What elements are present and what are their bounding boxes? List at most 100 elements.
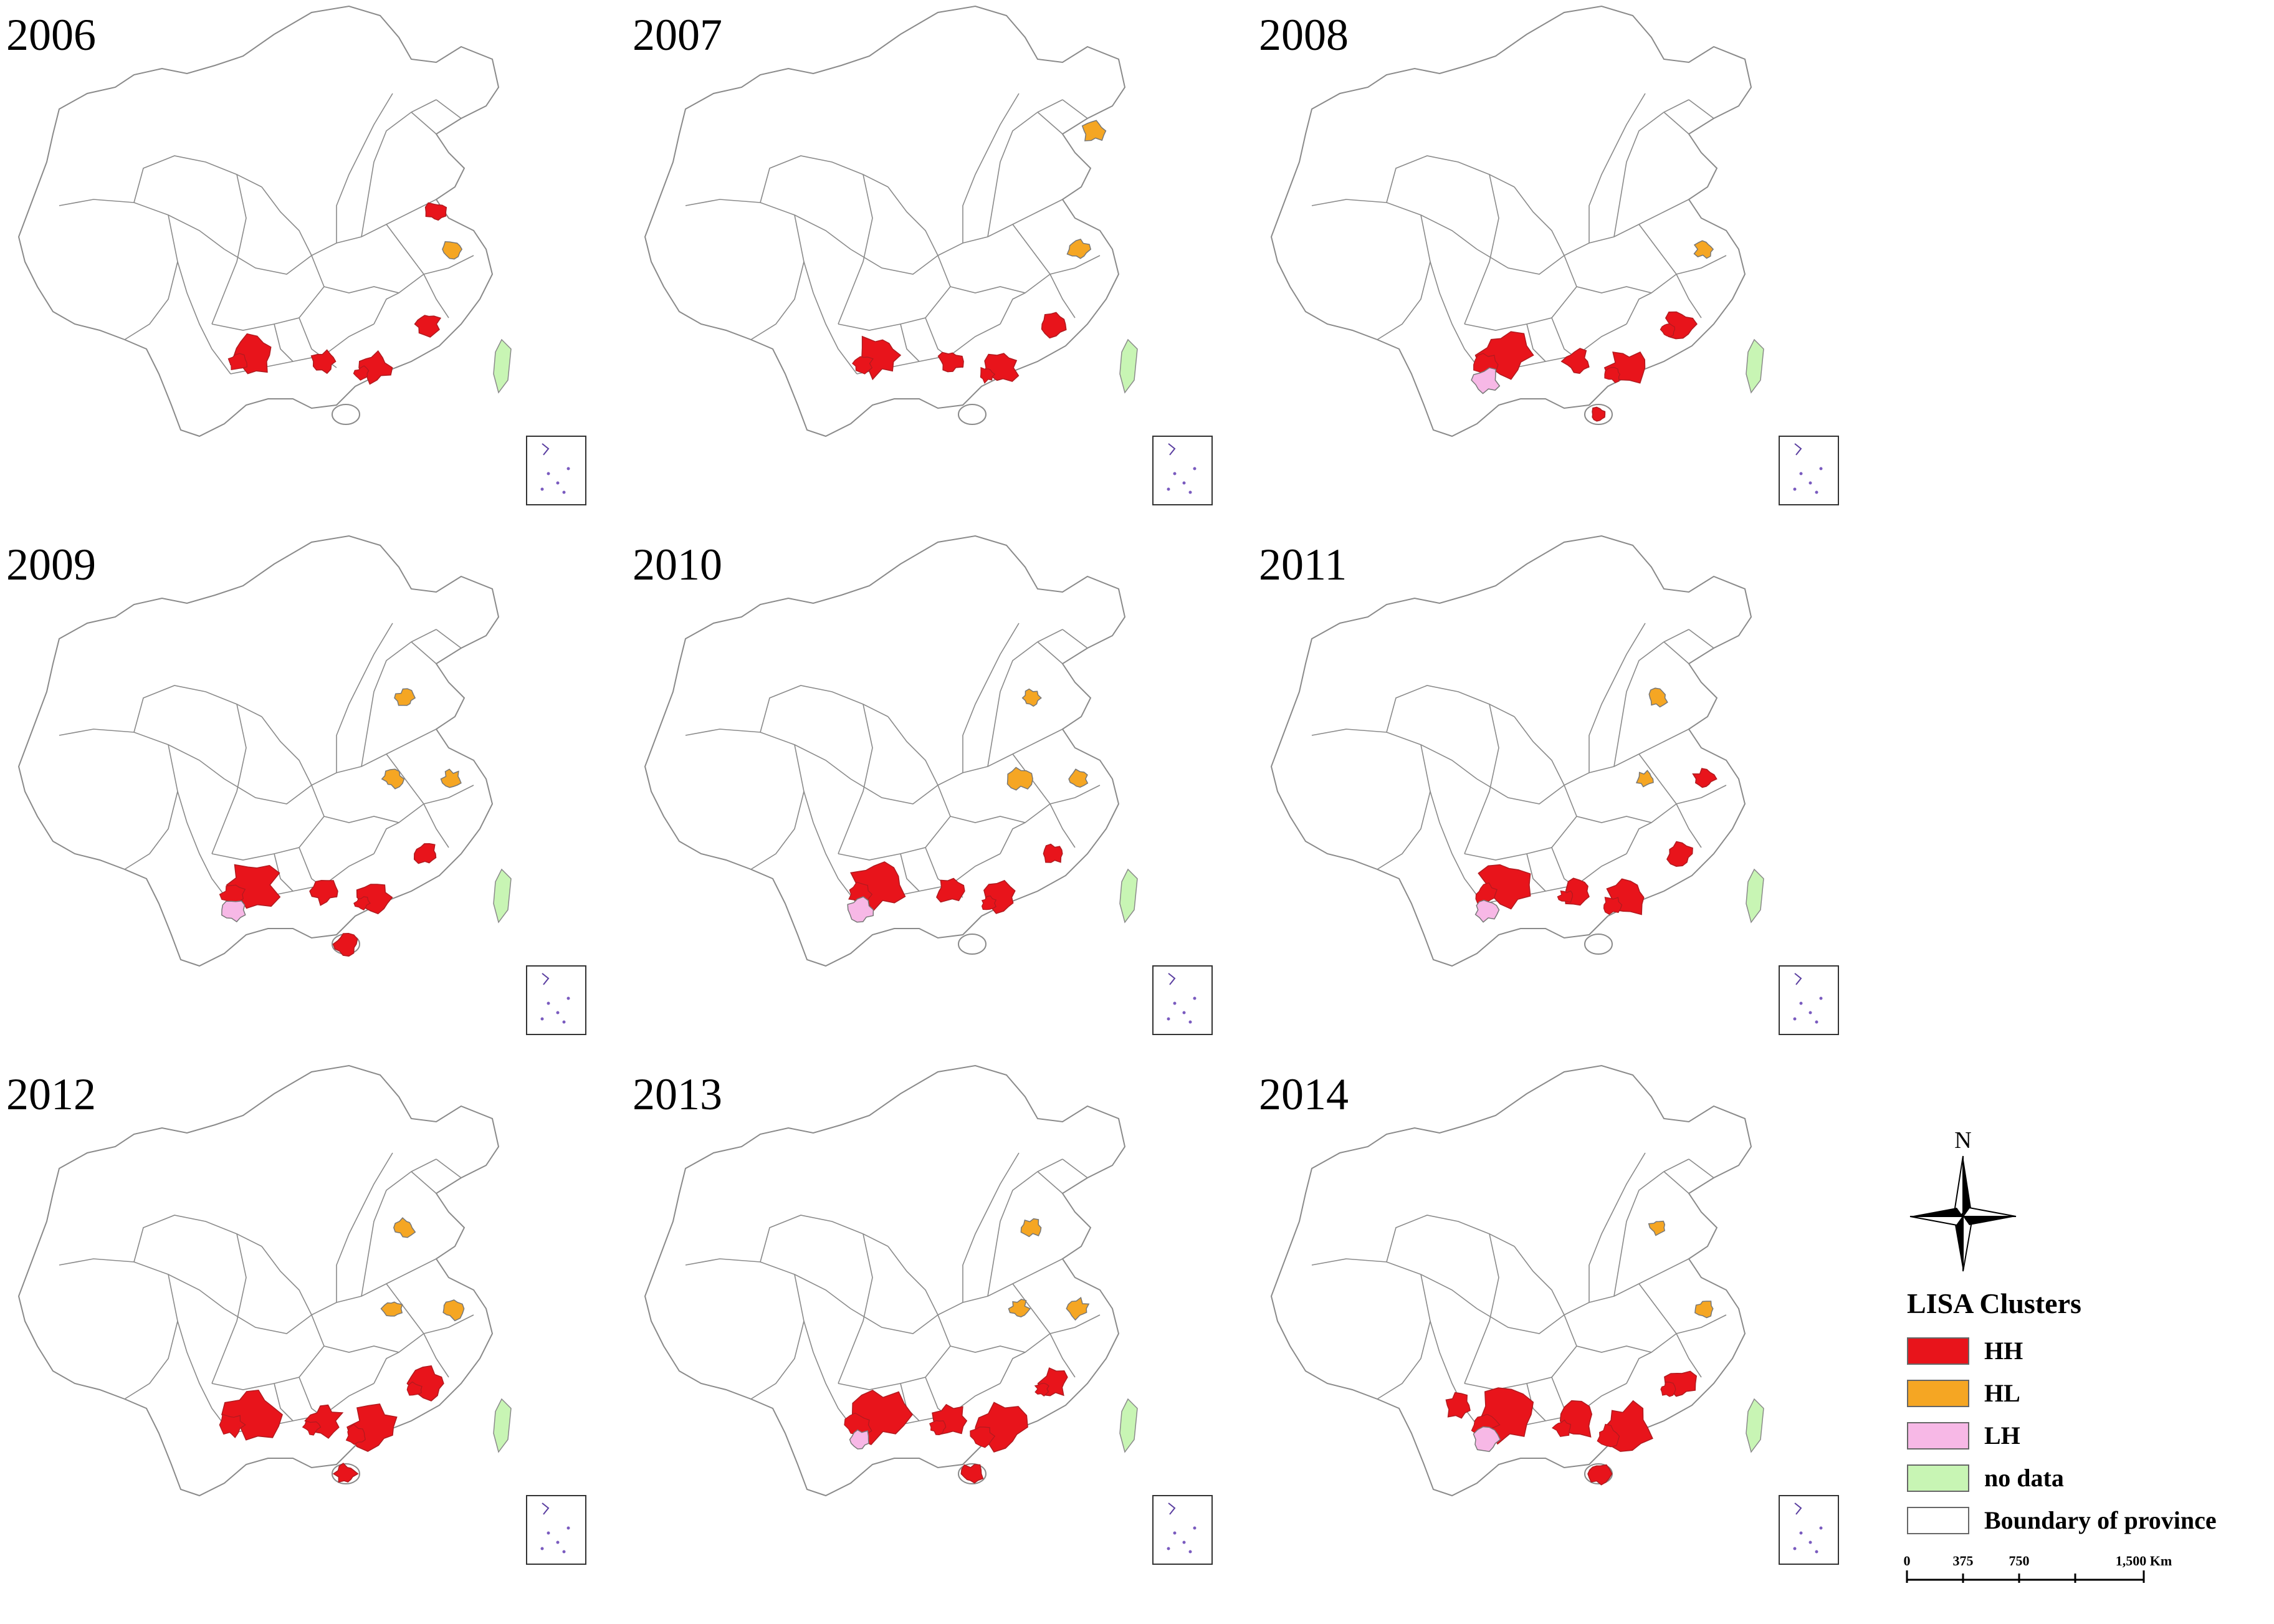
inset-island (1808, 481, 1812, 485)
province-boundary (1663, 112, 1689, 135)
province-boundary (133, 1215, 262, 1263)
inset-island (566, 996, 570, 1000)
province-boundary (361, 99, 437, 237)
cluster-hh-hainan (1592, 406, 1606, 422)
south-china-sea-inset (526, 1495, 586, 1565)
province-boundary (1476, 249, 1565, 275)
province-boundary (1626, 1352, 1652, 1384)
cluster-hl-jiangsu (1068, 768, 1089, 788)
inset-island (562, 1550, 566, 1554)
province-boundary (1588, 93, 1646, 243)
map-legend: N LISA Clusters HH HL LH no data Boundar… (1901, 1122, 2250, 1608)
inset-island (1815, 1020, 1818, 1024)
province-boundary (311, 1258, 437, 1316)
legend-item-hh: HH (1907, 1334, 2243, 1366)
inset-island (1793, 1017, 1797, 1021)
map-panel-2014: 2014 (1253, 1059, 1876, 1583)
cluster-hl-jiangsu (1694, 1301, 1714, 1319)
china-map (644, 1064, 1213, 1565)
province-boundary (211, 1233, 247, 1384)
province-boundary (1676, 1333, 1702, 1378)
inset-island (1819, 467, 1823, 470)
inset-coast (1794, 443, 1802, 456)
map-panel-2009: 2009 (0, 530, 623, 1053)
province-boundary (274, 323, 294, 362)
province-boundary (224, 249, 312, 275)
cluster-hl-hebei (1021, 688, 1042, 707)
cluster-hh-guangdong-part (970, 1426, 996, 1448)
province-boundary (224, 778, 312, 805)
legend-swatch (1907, 1380, 1969, 1407)
cluster-hl-jiangsu (442, 241, 463, 260)
country-outline (1270, 5, 1752, 437)
province-boundary (1626, 292, 1652, 325)
province-boundary (1037, 1171, 1063, 1194)
province-boundary (373, 822, 399, 854)
cluster-lh-yunnan_south (849, 1429, 869, 1450)
country-outline (17, 5, 500, 437)
china-map (644, 535, 1213, 1035)
province-boundary (1377, 1321, 1431, 1400)
compass-north-label: N (1954, 1127, 1971, 1154)
taiwan-no-data (1119, 338, 1138, 394)
inset-island (562, 490, 566, 494)
cluster-hh-guangdong-part (1597, 1423, 1620, 1448)
province-boundary (1386, 155, 1515, 203)
province-boundary (1062, 1158, 1088, 1178)
taiwan-no-data (493, 338, 512, 394)
province-boundary (685, 728, 851, 780)
inset-coast (1168, 1502, 1176, 1515)
inset-coast (542, 1502, 550, 1515)
province-boundary (168, 214, 231, 375)
north-arrow-icon: N (1909, 1127, 2017, 1272)
map-panel-2010: 2010 (626, 530, 1249, 1053)
cluster-hh-fujian-part (1660, 323, 1676, 338)
province-boundary (1049, 803, 1076, 848)
cluster-hh-fujian-part (1034, 1382, 1049, 1397)
hainan-island (958, 934, 987, 955)
cluster-hh-guangdong-part (981, 896, 997, 910)
cluster-hl-liaoning (1081, 120, 1107, 141)
cluster-hh-guangdong-part (353, 365, 370, 381)
cluster-hh-fujian (413, 843, 437, 864)
cluster-hh-guangxi-part (1551, 1419, 1571, 1437)
panel-year-label: 2011 (1259, 540, 1347, 590)
panel-year-label: 2008 (1259, 10, 1349, 60)
province-boundary (261, 716, 325, 817)
cluster-hl-henan (1635, 770, 1654, 788)
province-boundary (168, 744, 231, 904)
panel-year-label: 2007 (633, 10, 722, 60)
legend-item-boundary: Boundary of province (1907, 1503, 2243, 1536)
inset-island (547, 472, 550, 475)
cluster-hh-yunnan-part (219, 1413, 246, 1438)
panel-year-label: 2010 (633, 540, 722, 590)
province-boundary (1377, 791, 1431, 870)
province-boundary (1420, 744, 1484, 904)
province-boundary (411, 112, 437, 135)
scale-bar: 0 375 750 1,500 Km (1904, 1553, 2172, 1583)
province-boundary (760, 155, 889, 203)
province-boundary (1514, 1246, 1577, 1347)
province-boundary (838, 174, 873, 325)
cluster-hl-jiangsu (440, 768, 462, 788)
inset-island (566, 1526, 570, 1530)
inset-island (1167, 1547, 1170, 1550)
cluster-hh-shandong (424, 202, 447, 221)
province-boundary (1576, 274, 1677, 294)
province-boundary (436, 629, 462, 649)
cluster-hh-guangxi-part (929, 1420, 947, 1435)
province-boundary (1564, 1258, 1689, 1316)
province-boundary (1626, 822, 1652, 854)
province-boundary (261, 1246, 325, 1347)
province-boundary (323, 274, 424, 294)
inset-island (1815, 1550, 1818, 1554)
province-boundary (436, 99, 462, 119)
cluster-hh-fujian (1041, 312, 1067, 339)
cluster-hh-hainan (332, 932, 358, 957)
inset-island (1815, 490, 1818, 494)
province-boundary (1676, 274, 1702, 318)
province-boundary (1476, 1308, 1565, 1334)
province-boundary (850, 249, 939, 275)
scale-tick-0: 0 (1904, 1553, 1911, 1569)
province-boundary (133, 155, 262, 203)
